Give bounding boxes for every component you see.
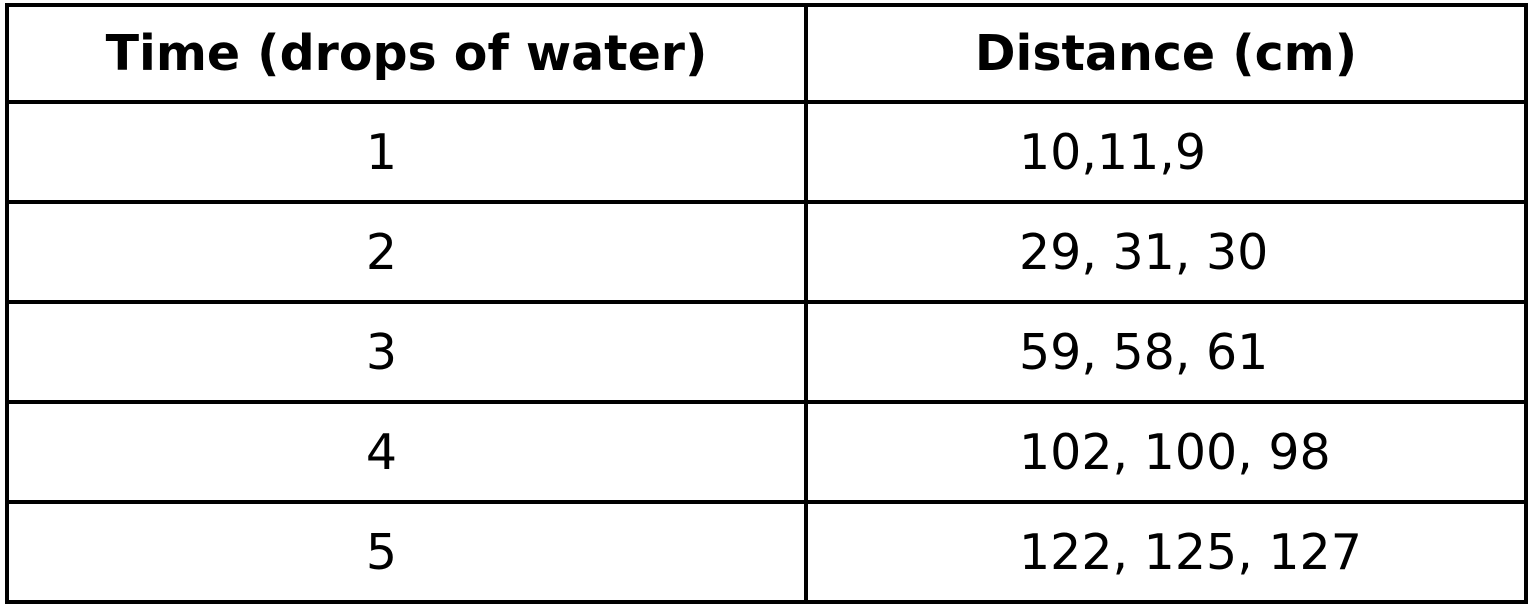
cell-distance: 102, 100, 98 [804, 400, 1528, 504]
cell-time: 5 [5, 500, 808, 604]
cell-time: 4 [5, 400, 808, 504]
table-row: 1 10,11,9 [5, 100, 1528, 204]
data-table: Time (drops of water) Distance (cm) 1 10… [5, 3, 1528, 604]
table-row: 4 102, 100, 98 [5, 400, 1528, 504]
column-header-distance: Distance (cm) [804, 3, 1528, 104]
table-row: 5 122, 125, 127 [5, 500, 1528, 604]
cell-distance: 29, 31, 30 [804, 200, 1528, 304]
table-row: 3 59, 58, 61 [5, 300, 1528, 404]
cell-time: 2 [5, 200, 808, 304]
cell-distance: 59, 58, 61 [804, 300, 1528, 404]
column-header-time: Time (drops of water) [5, 3, 808, 104]
table-row: 2 29, 31, 30 [5, 200, 1528, 304]
cell-time: 3 [5, 300, 808, 404]
cell-distance: 10,11,9 [804, 100, 1528, 204]
cell-distance: 122, 125, 127 [804, 500, 1528, 604]
cell-time: 1 [5, 100, 808, 204]
table-header-row: Time (drops of water) Distance (cm) [5, 3, 1528, 104]
